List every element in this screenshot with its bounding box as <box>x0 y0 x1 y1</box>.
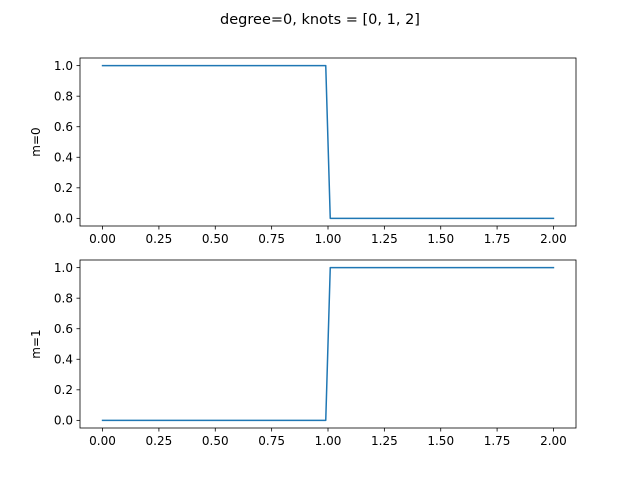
x-tick-label: 1.00 <box>315 232 342 246</box>
y-tick-label: 0.0 <box>54 212 73 226</box>
y-tick-label: 0.6 <box>54 322 73 336</box>
x-tick-label: 1.00 <box>315 434 342 448</box>
x-tick-label: 0.75 <box>258 434 285 448</box>
y-tick-label: 0.4 <box>54 151 73 165</box>
y-tick-label: 0.0 <box>54 414 73 428</box>
x-tick-label: 0.50 <box>202 232 229 246</box>
x-tick-label: 1.25 <box>371 434 398 448</box>
x-tick-label: 0.50 <box>202 434 229 448</box>
x-tick-label: 0.25 <box>146 232 173 246</box>
y-axis-label: m=1 <box>29 329 43 358</box>
y-tick-label: 0.6 <box>54 120 73 134</box>
x-tick-label: 1.50 <box>427 232 454 246</box>
x-tick-label: 2.00 <box>540 232 567 246</box>
x-tick-label: 1.75 <box>484 434 511 448</box>
figure-title: degree=0, knots = [0, 1, 2] <box>220 12 420 28</box>
x-tick-label: 1.25 <box>371 232 398 246</box>
y-tick-label: 1.0 <box>54 59 73 73</box>
y-tick-label: 0.2 <box>54 383 73 397</box>
subplot-m0: 0.00 0.25 0.50 0.75 1.00 1.25 1.50 1.75 2.00 0.0 0… <box>29 57 577 246</box>
y-tick-label: 1.0 <box>54 261 73 275</box>
x-tick-label: 2.00 <box>540 434 567 448</box>
x-tick-label: 0.00 <box>89 434 116 448</box>
y-tick-label: 0.8 <box>54 89 73 103</box>
x-tick-label: 1.50 <box>427 434 454 448</box>
y-tick-label: 0.8 <box>54 291 73 305</box>
x-tick-label: 0.00 <box>89 232 116 246</box>
series-line-0 <box>101 266 555 422</box>
y-tick-label: 0.2 <box>54 181 73 195</box>
x-tick-label: 1.75 <box>484 232 511 246</box>
series-line-0 <box>101 64 555 220</box>
x-tick-label: 0.75 <box>258 232 285 246</box>
y-tick-label: 0.4 <box>54 353 73 367</box>
x-tick-label: 0.25 <box>146 434 173 448</box>
subplot-m1: 0.00 0.25 0.50 0.75 1.00 1.25 1.50 1.75 2.00 0.0 0… <box>29 259 577 448</box>
y-axis-label: m=0 <box>29 127 43 156</box>
